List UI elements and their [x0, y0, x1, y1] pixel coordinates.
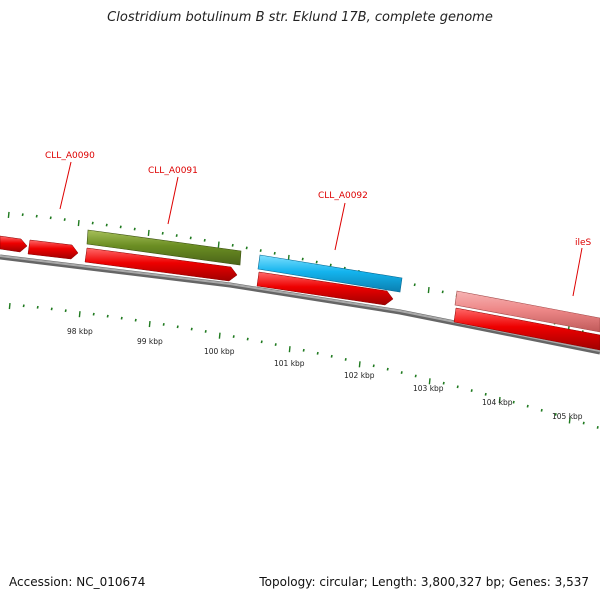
major-tick — [427, 286, 430, 294]
minor-tick — [441, 290, 444, 294]
minor-tick — [203, 238, 206, 242]
minor-tick — [302, 348, 305, 352]
minor-tick — [582, 421, 585, 425]
minor-tick — [133, 227, 136, 231]
minor-tick — [231, 243, 234, 247]
minor-tick — [596, 425, 599, 429]
minor-tick — [232, 335, 235, 338]
major-tick — [78, 311, 81, 318]
major-tick — [148, 320, 151, 328]
kbp-label-105: 105 kbp — [552, 412, 583, 421]
minor-tick — [273, 251, 276, 255]
minor-tick — [245, 246, 248, 250]
major-tick — [77, 219, 80, 227]
minor-tick — [400, 371, 403, 374]
major-tick — [218, 332, 221, 339]
minor-tick — [91, 221, 94, 225]
major-tick — [358, 361, 361, 368]
minor-tick — [105, 223, 108, 227]
minor-tick — [512, 400, 515, 404]
minor-tick — [456, 385, 459, 389]
minor-tick — [259, 249, 262, 253]
gene-label-cll-a0092[interactable]: CLL_A0092 — [318, 191, 368, 201]
minor-tick — [540, 408, 543, 412]
minor-tick — [316, 351, 319, 355]
kbp-label-101: 101 kbp — [274, 359, 305, 368]
minor-tick — [21, 213, 24, 217]
kbp-label-103: 103 kbp — [413, 384, 444, 393]
minor-tick — [134, 318, 137, 322]
lower-ticks — [8, 302, 599, 429]
gene-label-cll-a0090[interactable]: CLL_A0090 — [45, 151, 95, 161]
gene-label-cll-a0091[interactable]: CLL_A0091 — [148, 166, 198, 176]
minor-tick — [50, 307, 53, 311]
minor-tick — [386, 367, 389, 371]
minor-tick — [372, 364, 375, 368]
minor-tick — [301, 257, 304, 261]
major-tick — [8, 302, 11, 310]
minor-tick — [330, 354, 333, 358]
minor-tick — [92, 312, 95, 316]
minor-tick — [413, 283, 416, 287]
major-tick — [7, 211, 10, 218]
minor-tick — [119, 225, 122, 229]
red-feature-3[interactable] — [84, 247, 238, 282]
minor-tick — [120, 316, 123, 320]
minor-tick — [161, 231, 164, 235]
minor-tick — [106, 314, 109, 318]
kbp-label-98: 98 kbp — [67, 327, 93, 336]
major-tick — [217, 241, 220, 248]
minor-tick — [190, 327, 193, 331]
minor-tick — [175, 234, 178, 238]
kbp-label-102: 102 kbp — [344, 371, 375, 380]
minor-tick — [35, 214, 38, 218]
minor-tick — [260, 340, 263, 344]
minor-tick — [470, 389, 473, 392]
minor-tick — [63, 218, 66, 221]
gene-feature-iles[interactable] — [454, 290, 600, 333]
minor-tick — [204, 330, 207, 333]
red-feature-2[interactable] — [27, 239, 79, 260]
gene-feature-cll-a0092[interactable] — [257, 254, 403, 293]
minor-tick — [176, 325, 179, 329]
minor-tick — [484, 392, 487, 396]
accession-text: Accession: NC_010674 — [9, 575, 146, 589]
minor-tick — [554, 413, 557, 416]
minor-tick — [442, 381, 445, 385]
genome-summary-text: Topology: circular; Length: 3,800,327 bp… — [259, 575, 589, 589]
minor-tick — [49, 216, 52, 220]
minor-tick — [274, 343, 277, 346]
label-leaders — [59, 161, 583, 297]
major-tick — [147, 229, 150, 236]
kbp-label-99: 99 kbp — [137, 337, 163, 346]
minor-tick — [189, 236, 192, 240]
gene-label-iles[interactable]: ileS — [575, 238, 592, 248]
minor-tick — [246, 337, 249, 341]
red-feature-4[interactable] — [256, 271, 394, 306]
minor-tick — [162, 323, 165, 326]
minor-tick — [329, 263, 332, 267]
minor-tick — [315, 260, 318, 264]
gene-feature-cll-a0091[interactable] — [86, 229, 242, 266]
minor-tick — [344, 357, 347, 361]
minor-tick — [414, 374, 417, 378]
major-tick — [288, 346, 291, 353]
major-tick — [498, 396, 501, 404]
red-feature-5[interactable] — [453, 307, 600, 351]
kbp-label-100: 100 kbp — [204, 347, 235, 356]
major-tick — [428, 378, 431, 385]
major-tick — [568, 417, 571, 424]
kbp-label-104: 104 kbp — [482, 398, 513, 407]
minor-tick — [64, 309, 67, 313]
minor-tick — [22, 304, 25, 308]
minor-tick — [526, 404, 529, 408]
gene-feature-cll-a0090[interactable] — [0, 235, 28, 253]
genome-title: Clostridium botulinum B str. Eklund 17B,… — [107, 10, 493, 25]
minor-tick — [36, 305, 39, 309]
